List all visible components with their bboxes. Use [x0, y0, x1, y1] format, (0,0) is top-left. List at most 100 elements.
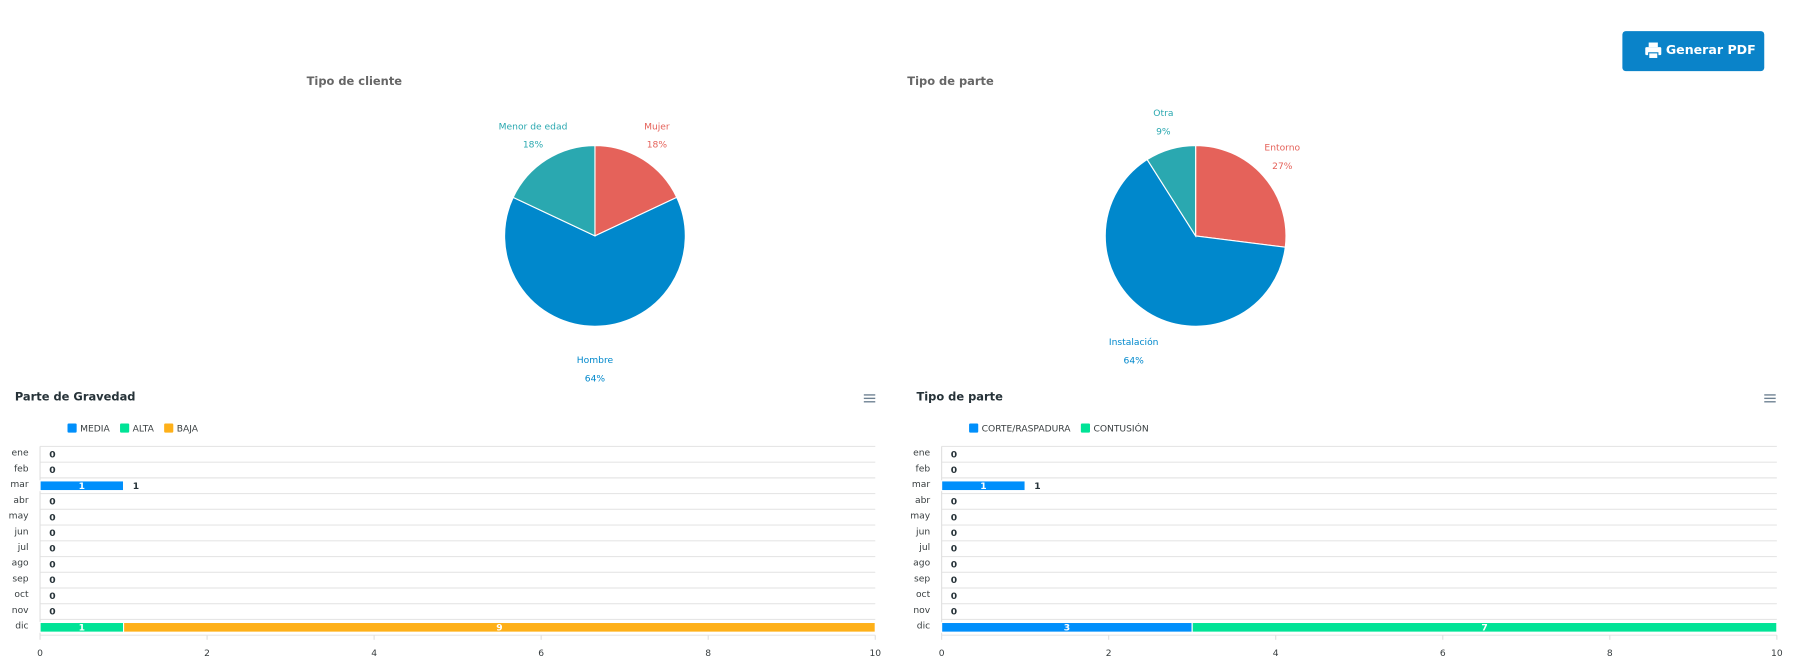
pie-slice — [594, 144, 678, 237]
y-tick-label: jul — [918, 543, 930, 553]
pie-slice — [1104, 158, 1286, 327]
legend-label: ALTA — [133, 425, 155, 435]
total-label: 0 — [49, 560, 55, 570]
y-tick-label: mar — [912, 480, 931, 490]
legend-label: CORTE/RASPADURA — [982, 425, 1072, 435]
y-tick-label: feb — [916, 464, 931, 474]
pie-slice — [512, 144, 596, 237]
total-label: 0 — [49, 466, 55, 476]
slice-value-label: 64% — [585, 374, 606, 384]
total-label: 1 — [133, 482, 139, 492]
y-tick-label: jun — [915, 527, 930, 537]
bar-value-label: 1 — [79, 623, 85, 633]
total-label: 0 — [951, 592, 957, 602]
y-tick-label: oct — [916, 590, 931, 600]
x-tick-label: 10 — [869, 649, 881, 659]
total-label: 0 — [49, 513, 55, 523]
x-tick-label: 8 — [705, 649, 711, 659]
total-label: 0 — [49, 608, 55, 618]
total-label: 1 — [1034, 482, 1040, 492]
x-tick-label: 6 — [538, 649, 544, 659]
y-tick-label: sep — [914, 574, 930, 584]
bar-value-label: 9 — [496, 623, 502, 633]
total-label: 0 — [49, 576, 55, 586]
y-tick-label: may — [9, 512, 30, 522]
y-tick-label: feb — [14, 464, 29, 474]
total-label: 0 — [951, 450, 957, 460]
legend-label: MEDIA — [80, 425, 110, 435]
total-label: 0 — [49, 498, 55, 508]
pie-slice — [1146, 144, 1197, 238]
x-tick-label: 0 — [939, 649, 945, 659]
total-label: 0 — [951, 466, 957, 476]
chart-title: Tipo de parte — [907, 74, 994, 88]
total-label: 0 — [951, 498, 957, 508]
slice-label: Hombre — [577, 356, 614, 366]
pdf-button[interactable]: Generar PDF — [1622, 31, 1765, 72]
slice-value-label: 27% — [1272, 162, 1293, 172]
bar-segment — [39, 480, 125, 492]
y-tick-label: ene — [913, 449, 930, 459]
slice-label: Otra — [1153, 109, 1173, 119]
y-tick-label: dic — [15, 622, 28, 632]
legend-swatch — [969, 423, 979, 433]
legend-swatch — [67, 423, 77, 433]
chart-title: Tipo de parte — [916, 390, 1003, 404]
legend-label: BAJA — [177, 425, 199, 435]
y-tick-label: jul — [17, 543, 29, 553]
slice-value-label: 64% — [1124, 356, 1145, 366]
y-tick-label: abr — [13, 496, 28, 506]
total-label: 0 — [951, 576, 957, 586]
x-tick-label: 2 — [1106, 649, 1112, 659]
bar-segment — [122, 621, 876, 633]
x-tick-label: 4 — [1273, 649, 1279, 659]
legend-label: CONTUSIÓN — [1093, 423, 1148, 435]
bar-value-label: 3 — [1064, 623, 1070, 633]
slice-value-label: 9% — [1156, 127, 1171, 137]
total-label: 0 — [49, 545, 55, 555]
total-label: 0 — [951, 529, 957, 539]
button-label[interactable]: Generar PDF — [1666, 42, 1756, 57]
slice-label: Entorno — [1264, 144, 1300, 154]
y-tick-label: sep — [12, 574, 28, 584]
total-label: 0 — [951, 608, 957, 618]
chart-title: Parte de Gravedad — [15, 390, 136, 404]
y-tick-label: nov — [12, 606, 29, 616]
bar-value-label: 1 — [79, 482, 85, 492]
x-tick-label: 2 — [204, 649, 210, 659]
y-tick-label: nov — [913, 606, 930, 616]
total-label: 0 — [49, 529, 55, 539]
bar-segment — [1191, 621, 1778, 633]
y-tick-label: mar — [10, 480, 29, 490]
x-tick-label: 8 — [1607, 649, 1613, 659]
y-tick-label: oct — [14, 590, 29, 600]
total-label: 0 — [951, 513, 957, 523]
chart-title: Tipo de cliente — [307, 74, 403, 88]
bar-segment — [941, 480, 1026, 492]
y-tick-label: ene — [12, 449, 29, 459]
bar-value-label: 7 — [1481, 623, 1487, 633]
x-tick-label: 4 — [371, 649, 377, 659]
y-tick-label: ago — [913, 559, 930, 569]
x-tick-label: 10 — [1771, 649, 1783, 659]
y-tick-label: may — [910, 512, 931, 522]
x-tick-label: 6 — [1440, 649, 1446, 659]
total-label: 0 — [49, 592, 55, 602]
pie-slice — [503, 196, 686, 327]
slice-value-label: 18% — [523, 141, 544, 151]
legend-swatch — [120, 423, 130, 433]
printer-icon — [1645, 42, 1662, 60]
bar-value-label: 1 — [980, 482, 986, 492]
slice-label: Menor de edad — [499, 122, 568, 132]
y-tick-label: ago — [12, 559, 29, 569]
pie-slice — [1195, 144, 1287, 248]
button-bg[interactable] — [1622, 31, 1765, 72]
y-tick-label: jun — [13, 527, 28, 537]
x-tick-label: 0 — [37, 649, 43, 659]
y-tick-label: abr — [915, 496, 930, 506]
legend-swatch — [164, 423, 174, 433]
slice-label: Instalación — [1109, 337, 1159, 348]
total-label: 0 — [951, 560, 957, 570]
